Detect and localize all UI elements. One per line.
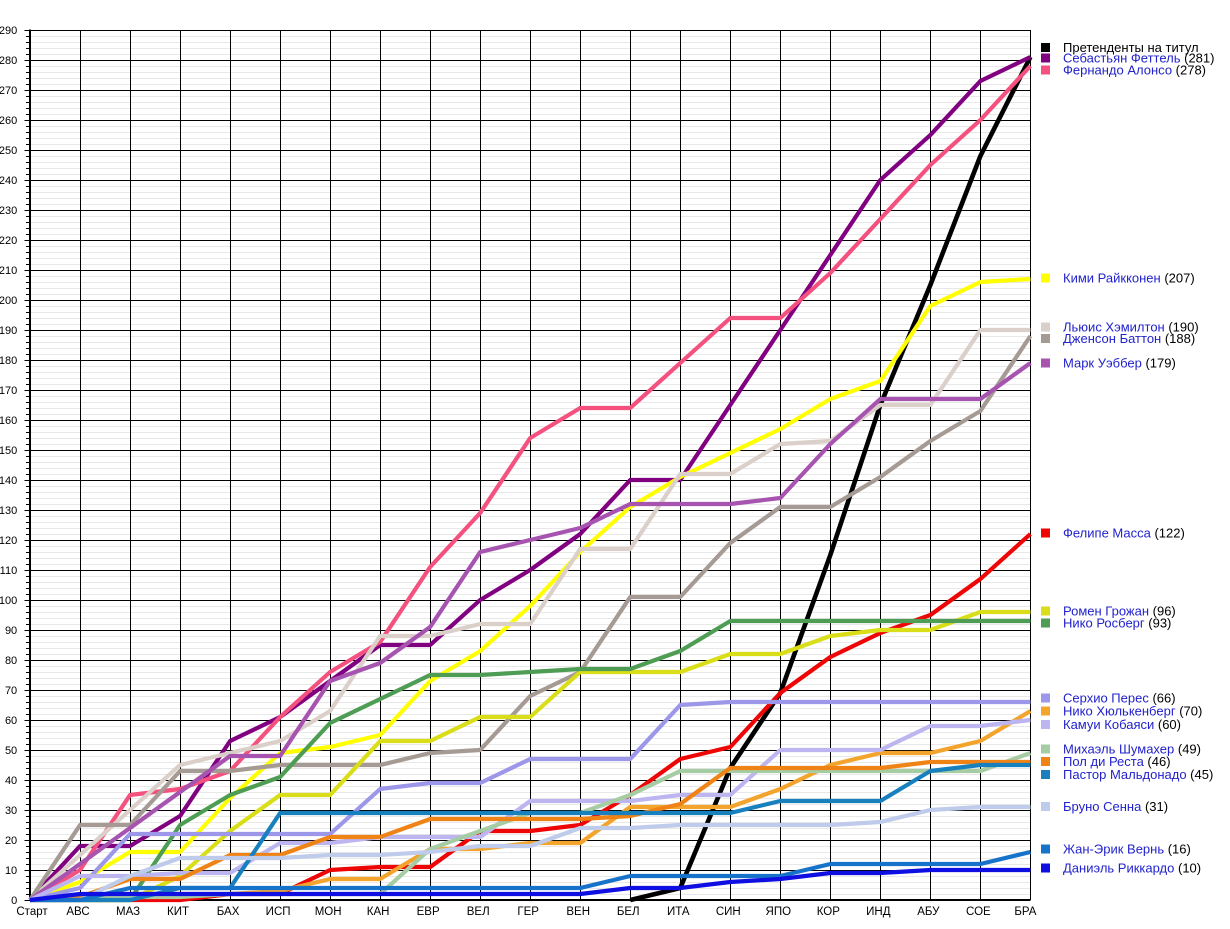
- svg-text:Льюис Хэмилтон (190): Льюис Хэмилтон (190): [1063, 320, 1199, 335]
- svg-text:Себастьян Феттель (281): Себастьян Феттель (281): [1063, 51, 1214, 66]
- svg-text:КИТ: КИТ: [167, 906, 189, 918]
- svg-text:СИН: СИН: [716, 906, 741, 918]
- svg-text:ВЕН: ВЕН: [566, 906, 590, 918]
- svg-text:Претенденты на титул: Претенденты на титул: [1063, 40, 1199, 55]
- svg-text:КАН: КАН: [367, 906, 390, 918]
- svg-text:БАХ: БАХ: [217, 906, 240, 918]
- svg-text:МОН: МОН: [315, 906, 342, 918]
- svg-text:Нико Хюлькенберг (70): Нико Хюлькенберг (70): [1063, 704, 1202, 719]
- svg-text:ГЕР: ГЕР: [517, 906, 539, 918]
- svg-text:Марк Уэббер (179): Марк Уэббер (179): [1063, 356, 1176, 371]
- svg-text:110: 110: [0, 565, 17, 577]
- svg-text:280: 280: [0, 55, 17, 67]
- svg-text:140: 140: [0, 475, 17, 487]
- svg-text:270: 270: [0, 85, 17, 97]
- svg-text:Фернандо Алонсо (278): Фернандо Алонсо (278): [1063, 63, 1206, 78]
- svg-text:50: 50: [5, 745, 17, 757]
- svg-text:250: 250: [0, 145, 17, 157]
- svg-text:180: 180: [0, 355, 17, 367]
- svg-text:0: 0: [11, 895, 17, 907]
- svg-text:230: 230: [0, 205, 17, 217]
- svg-text:АВС: АВС: [66, 906, 89, 918]
- svg-text:ИНД: ИНД: [866, 906, 891, 918]
- svg-text:260: 260: [0, 115, 17, 127]
- svg-text:100: 100: [0, 595, 17, 607]
- svg-text:Нико Росберг (93): Нико Росберг (93): [1063, 616, 1171, 631]
- svg-text:МАЗ: МАЗ: [116, 906, 140, 918]
- svg-text:20: 20: [5, 835, 17, 847]
- svg-text:90: 90: [5, 625, 17, 637]
- svg-text:120: 120: [0, 535, 17, 547]
- svg-text:210: 210: [0, 265, 17, 277]
- svg-text:190: 190: [0, 325, 17, 337]
- svg-text:80: 80: [5, 655, 17, 667]
- svg-text:10: 10: [5, 865, 17, 877]
- svg-text:Старт: Старт: [16, 906, 48, 918]
- svg-text:Кими Райкконен (207): Кими Райкконен (207): [1063, 271, 1195, 286]
- svg-text:Ромен Грожан (96): Ромен Грожан (96): [1063, 604, 1176, 619]
- svg-text:30: 30: [5, 805, 17, 817]
- svg-text:Бруно Сенна (31): Бруно Сенна (31): [1063, 799, 1168, 814]
- svg-text:БРА: БРА: [1014, 906, 1036, 918]
- svg-text:АБУ: АБУ: [917, 906, 940, 918]
- svg-text:200: 200: [0, 295, 17, 307]
- svg-text:ИСП: ИСП: [266, 906, 291, 918]
- svg-text:40: 40: [5, 775, 17, 787]
- svg-text:240: 240: [0, 175, 17, 187]
- svg-text:Михаэль Шумахер (49): Михаэль Шумахер (49): [1063, 742, 1201, 757]
- svg-text:220: 220: [0, 235, 17, 247]
- svg-text:ЯПО: ЯПО: [766, 906, 792, 918]
- svg-text:60: 60: [5, 715, 17, 727]
- svg-text:Камуи Кобаяси (60): Камуи Кобаяси (60): [1063, 717, 1181, 732]
- svg-text:ВЕЛ: ВЕЛ: [467, 906, 490, 918]
- svg-text:150: 150: [0, 445, 17, 457]
- svg-text:Фелипе Масса (122): Фелипе Масса (122): [1063, 526, 1185, 541]
- svg-text:Дженсон Баттон (188): Дженсон Баттон (188): [1063, 331, 1195, 346]
- svg-text:170: 170: [0, 385, 17, 397]
- svg-text:БЕЛ: БЕЛ: [617, 906, 640, 918]
- svg-text:Даниэль Риккардо (10): Даниэль Риккардо (10): [1063, 861, 1201, 876]
- svg-text:Пол ди Реста (46): Пол ди Реста (46): [1063, 754, 1171, 769]
- svg-text:Серхио Перес (66): Серхио Перес (66): [1063, 691, 1176, 706]
- svg-text:ИТА: ИТА: [667, 906, 690, 918]
- svg-text:130: 130: [0, 505, 17, 517]
- svg-text:290: 290: [0, 25, 17, 37]
- svg-text:160: 160: [0, 415, 17, 427]
- svg-text:Жан-Эрик Вернь (16): Жан-Эрик Вернь (16): [1063, 842, 1191, 857]
- svg-text:70: 70: [5, 685, 17, 697]
- svg-text:СОЕ: СОЕ: [966, 906, 991, 918]
- svg-text:Пастор Мальдонадо (45): Пастор Мальдонадо (45): [1063, 767, 1213, 782]
- svg-text:ЕВР: ЕВР: [417, 906, 440, 918]
- svg-text:КОР: КОР: [817, 906, 841, 918]
